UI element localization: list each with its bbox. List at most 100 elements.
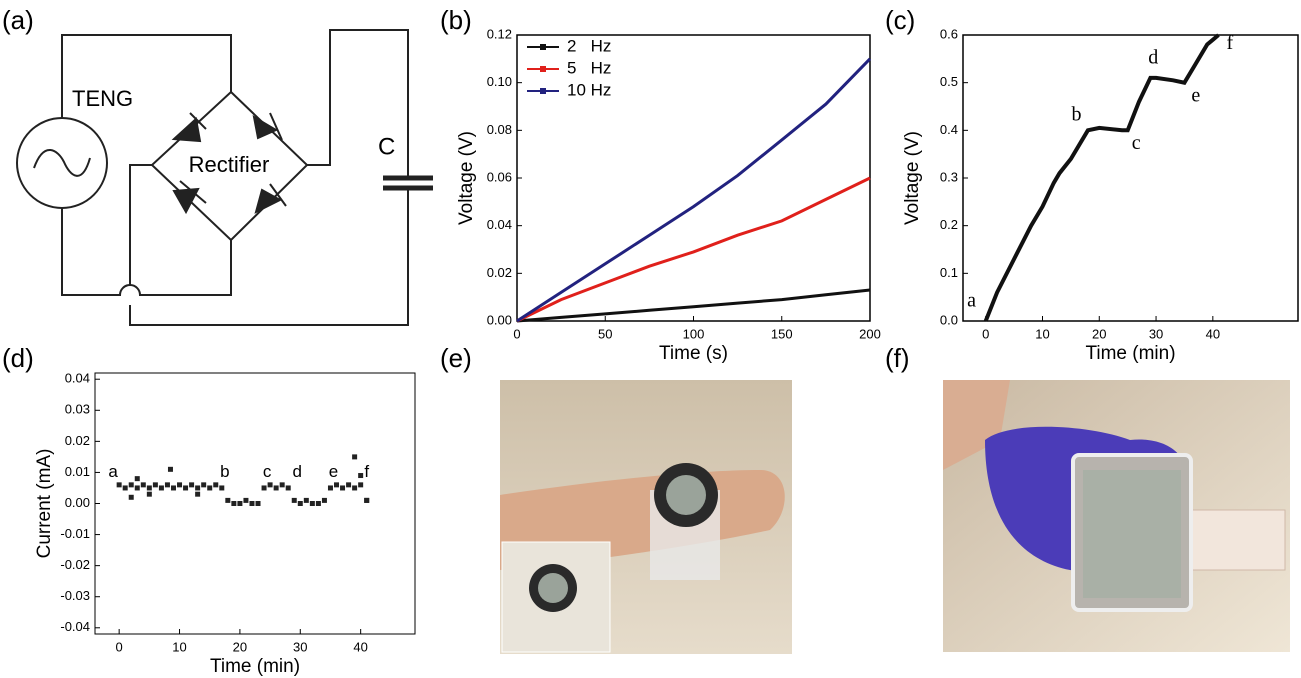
point [159,485,164,490]
rectifier-label: Rectifier [189,152,270,177]
point [256,501,261,506]
source-symbol [17,118,107,208]
y-axis-title: Voltage (V) [902,131,923,225]
annotation: c [1132,132,1141,154]
y-tick-label: 0.02 [65,433,90,448]
point [268,482,273,487]
point [225,498,230,503]
panel-label: (a) [2,5,34,35]
x-tick-label: 100 [683,326,705,341]
legend-label: 10 Hz [567,80,611,99]
annotation: a [108,462,118,481]
tilde [34,150,90,176]
legend-marker [540,88,546,94]
plot-frame [95,373,415,634]
x-tick-label: 30 [293,639,307,654]
y-tick-label: 0.01 [65,464,90,479]
x-axis-title: Time (min) [1085,343,1175,364]
x-tick-label: 40 [1206,326,1220,341]
chart: 0501001502000.000.020.040.060.080.100.12… [456,26,881,364]
series-line [986,35,1219,321]
point [135,485,140,490]
teng-device [1180,510,1285,570]
y-tick-label: -0.04 [60,619,90,634]
legend-label: 5 Hz [567,58,611,77]
x-axis-title: Time (s) [659,343,728,364]
point [123,485,128,490]
annotation: f [1227,32,1234,54]
point [237,501,242,506]
point [201,482,206,487]
point [334,482,339,487]
point [352,485,357,490]
y-tick-label: 0.1 [940,265,958,280]
y-tick-label: 0.00 [65,495,90,510]
point [219,485,224,490]
point [280,482,285,487]
watch-face [666,475,706,515]
x-tick-label: 0 [982,326,989,341]
panel-label: (f) [885,343,910,373]
point [304,498,309,503]
photo-watch [500,380,792,654]
x-tick-label: 0 [513,326,520,341]
y-tick-label: 0.03 [65,402,90,417]
y-tick-label: 0.10 [487,74,512,89]
x-tick-label: 150 [771,326,793,341]
y-tick-label: 0.5 [940,74,958,89]
point [129,482,134,487]
hygrometer-display [1083,470,1181,598]
point [129,495,134,500]
point [358,473,363,478]
y-tick-label: 0.06 [487,169,512,184]
point [153,482,158,487]
annotation: e [1191,85,1200,107]
point [262,485,267,490]
annotation: c [263,462,272,481]
point [177,482,182,487]
point [168,467,173,472]
point [213,482,218,487]
point [171,485,176,490]
x-tick-label: 0 [116,639,123,654]
y-axis-title: Voltage (V) [456,131,477,225]
point [364,498,369,503]
annotation: d [293,462,302,481]
diode [174,181,206,212]
x-tick-label: 20 [233,639,247,654]
y-tick-label: 0.12 [487,26,512,41]
y-tick-label: -0.03 [60,588,90,603]
annotation: b [220,462,229,481]
y-tick-label: 0.04 [487,217,512,232]
point [274,485,279,490]
point [231,501,236,506]
y-tick-label: 0.08 [487,122,512,137]
x-tick-label: 200 [859,326,881,341]
y-tick-label: 0.3 [940,169,958,184]
point [346,482,351,487]
watch-face [538,573,568,603]
x-tick-label: 30 [1149,326,1163,341]
annotation: a [967,290,976,312]
photo-hygrometer [943,380,1290,652]
annotation: b [1072,104,1082,126]
point [249,501,254,506]
point [195,485,200,490]
legend-marker [540,66,546,72]
diode [256,184,286,212]
legend-label: 2 Hz [567,36,611,55]
point [147,485,152,490]
y-tick-label: 0.6 [940,26,958,41]
point [165,482,170,487]
wires [62,30,408,325]
point [117,482,122,487]
legend-marker [540,44,546,50]
x-tick-label: 10 [172,639,186,654]
diode [174,113,206,141]
point [243,498,248,503]
point [207,485,212,490]
panel-label: (b) [440,5,472,35]
y-tick-label: 0.4 [940,122,958,137]
annotation: e [329,462,338,481]
